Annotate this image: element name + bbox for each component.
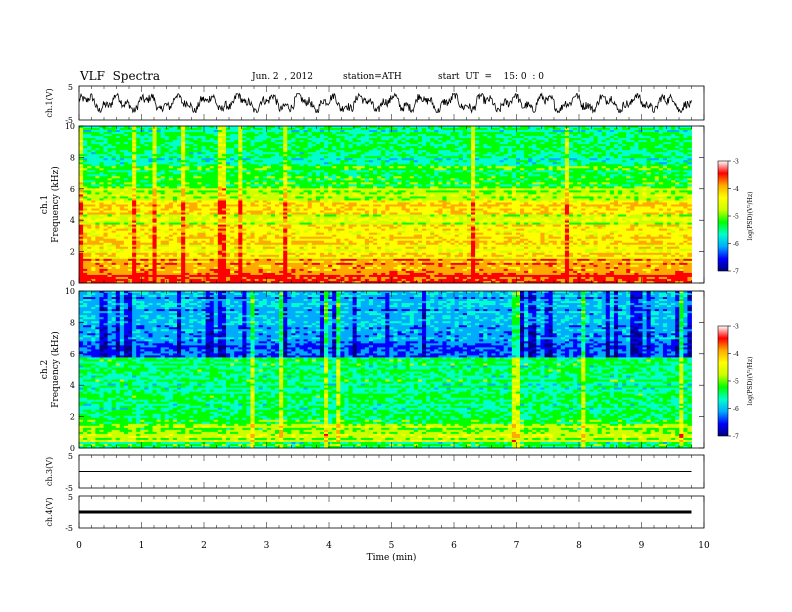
panel-ch1-waveform bbox=[79, 94, 692, 113]
panel-ch1-spectrogram bbox=[79, 126, 731, 283]
plot-panels bbox=[79, 94, 731, 512]
ch1-waveform-line bbox=[79, 94, 692, 113]
